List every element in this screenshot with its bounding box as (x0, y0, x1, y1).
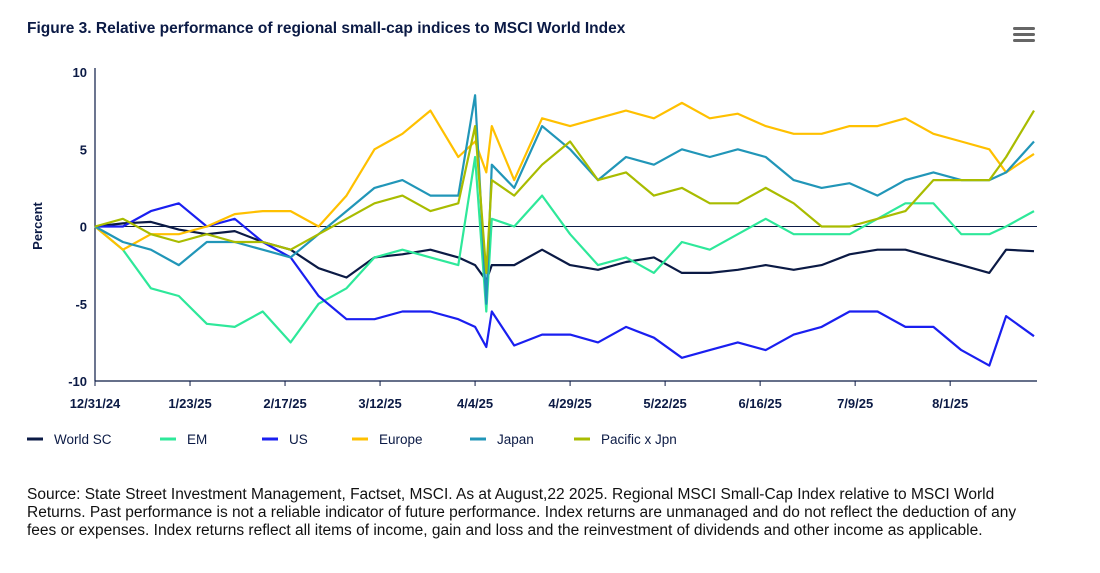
y-tick-label: 10 (73, 65, 87, 80)
x-tick-label: 12/31/24 (70, 396, 121, 411)
series-line-world-sc (94, 220, 1035, 282)
y-tick-label: -5 (75, 297, 87, 312)
y-axis-label: Percent (30, 201, 45, 249)
y-tick-label: 0 (80, 220, 87, 235)
x-tick-label: 4/4/25 (457, 396, 493, 411)
legend-item[interactable]: US (262, 432, 308, 447)
x-tick-label: 6/16/25 (738, 396, 781, 411)
x-tick-label: 3/12/25 (358, 396, 401, 411)
chart-title: Figure 3. Relative performance of region… (27, 20, 626, 37)
x-tick-label: 4/29/25 (548, 396, 591, 411)
legend-item[interactable]: Pacific x Jpn (574, 432, 677, 447)
series-line-japan (94, 94, 1035, 305)
line-chart: 10 5 0 -5 -10 12/31/24 1/23/25 2/17/25 3/12/25 4/… (27, 65, 1037, 447)
legend-item[interactable]: Europe (352, 432, 423, 447)
source-note: Source: State Street Investment Manageme… (27, 486, 1017, 539)
legend-label: EM (187, 432, 207, 447)
y-tick-label: 5 (80, 142, 87, 157)
legend-label: Pacific x Jpn (601, 432, 677, 447)
x-tick-label: 8/1/25 (932, 396, 968, 411)
legend-item[interactable]: Japan (470, 432, 534, 447)
legend-label: World SC (54, 432, 112, 447)
x-tick-label: 7/9/25 (837, 396, 873, 411)
series-line-europe (94, 101, 1035, 251)
x-tick-label: 1/23/25 (168, 396, 211, 411)
legend-label: US (289, 432, 308, 447)
x-tick-label: 2/17/25 (263, 396, 306, 411)
series-line-pacific-x-jpn (94, 110, 1035, 274)
y-tick-label: -10 (68, 374, 87, 389)
legend-item[interactable]: EM (160, 432, 207, 447)
hamburger-menu-icon[interactable] (1013, 27, 1035, 45)
legend-item[interactable]: World SC (27, 432, 112, 447)
x-tick-label: 5/22/25 (643, 396, 686, 411)
legend-label: Europe (379, 432, 423, 447)
legend-label: Japan (497, 432, 534, 447)
